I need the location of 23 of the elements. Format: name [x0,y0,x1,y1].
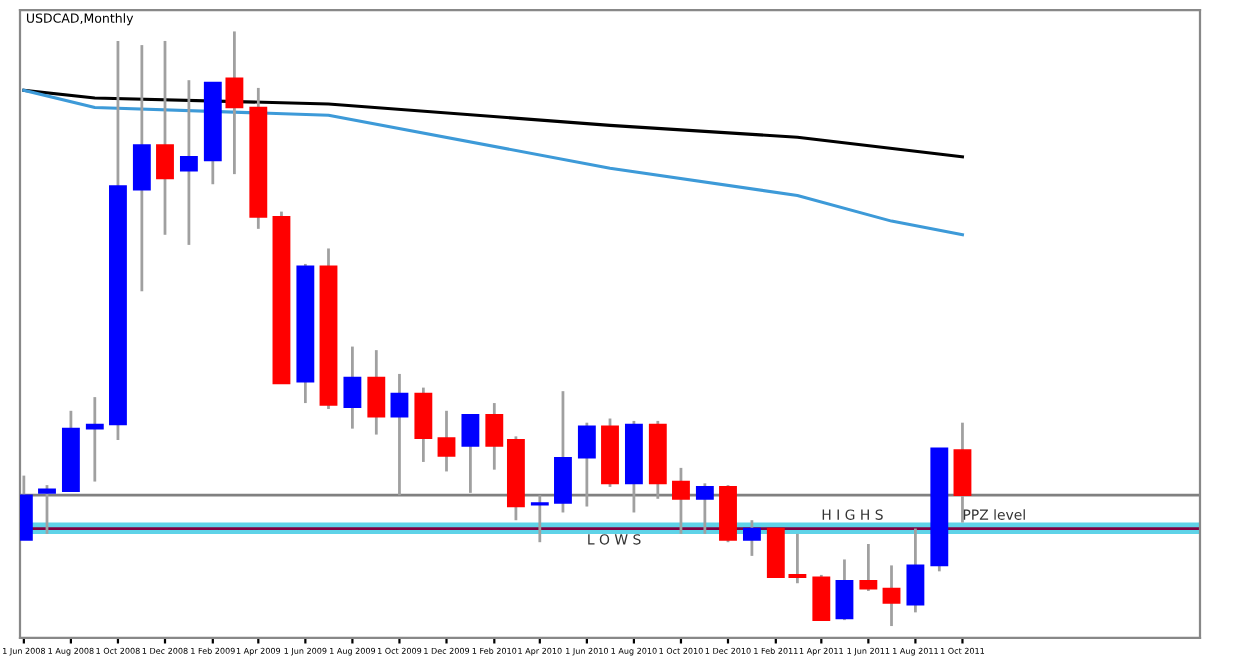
candlestick [461,413,480,495]
candlestick [695,481,714,536]
candlestick [343,345,362,431]
candlestick [156,39,174,237]
candlestick [38,483,56,536]
candlestick [577,421,596,508]
candlestick [859,542,878,593]
candlestick [485,401,504,472]
candlestick [530,493,549,544]
candlestick [906,527,925,614]
candlestick [882,564,901,628]
candlestick [225,30,244,176]
candlestick [742,518,761,558]
candlestick [132,43,151,293]
candlestick [554,389,572,514]
candlestick [367,348,386,436]
candlestick [812,573,831,622]
candlestick [390,372,409,497]
candlestick [414,386,433,464]
candlestick [835,558,854,622]
candlestick [672,466,690,536]
candlestick [179,78,198,247]
candlestick [437,409,456,473]
